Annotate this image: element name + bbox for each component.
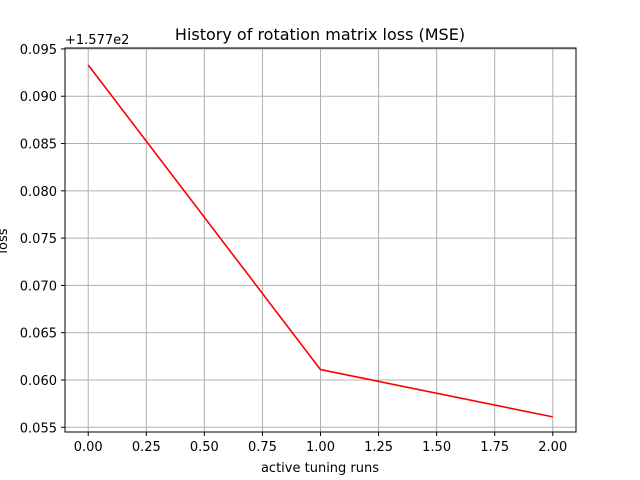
y-tick-label: 0.090: [20, 90, 57, 105]
loss-line: [87, 64, 553, 418]
y-tick-label: 0.065: [20, 327, 57, 342]
x-tick-label: 0.25: [132, 440, 161, 455]
x-tick-label: 1.25: [364, 440, 393, 455]
x-tick-label: 2.00: [538, 440, 567, 455]
y-axis-ticks: 0.055 0.060 0.065 0.070 0.075 0.080 0.085 0.090…: [20, 43, 65, 436]
data-series: [87, 64, 553, 418]
grid-lines: [65, 48, 576, 432]
y-tick-label: 0.095: [20, 43, 57, 58]
x-axis-ticks: 0.00 0.25 0.50 0.75 1.00 1.25 1.50 1.75 2.00: [74, 432, 567, 455]
y-tick-label: 0.060: [20, 374, 57, 389]
y-axis-offset-label: +1.577e2: [65, 33, 129, 48]
y-tick-label: 0.075: [20, 232, 57, 247]
x-tick-label: 1.00: [306, 440, 335, 455]
chart-title: History of rotation matrix loss (MSE): [175, 25, 465, 44]
x-tick-label: 0.00: [74, 440, 103, 455]
x-tick-label: 0.50: [190, 440, 219, 455]
x-tick-label: 0.75: [248, 440, 277, 455]
x-tick-label: 1.75: [480, 440, 509, 455]
y-tick-label: 0.055: [20, 421, 57, 436]
y-tick-label: 0.070: [20, 279, 57, 294]
y-tick-label: 0.085: [20, 138, 57, 153]
x-tick-label: 1.50: [422, 440, 451, 455]
x-axis-label: active tuning runs: [261, 461, 379, 476]
y-axis-label: loss: [0, 228, 11, 253]
y-tick-label: 0.080: [20, 185, 57, 200]
